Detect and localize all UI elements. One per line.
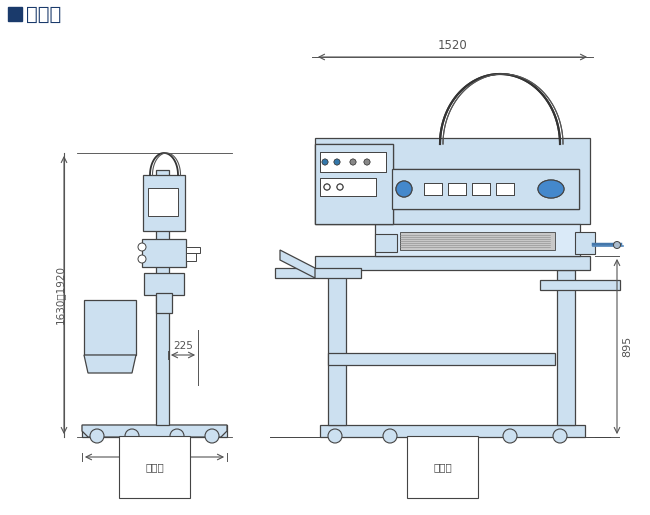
- Circle shape: [170, 429, 184, 443]
- Bar: [275, 268, 361, 278]
- Text: 正面図: 正面図: [433, 462, 452, 472]
- Bar: [496, 183, 514, 195]
- Bar: [375, 224, 580, 256]
- Bar: [320, 178, 376, 196]
- Polygon shape: [280, 250, 315, 278]
- Circle shape: [396, 181, 412, 197]
- Circle shape: [350, 159, 356, 165]
- Bar: [315, 144, 393, 184]
- Bar: [186, 247, 200, 253]
- Bar: [156, 170, 169, 425]
- Text: 側面図: 側面図: [145, 462, 164, 472]
- Bar: [320, 425, 585, 437]
- Bar: [320, 178, 376, 196]
- Text: 寸法図: 寸法図: [26, 5, 61, 24]
- Bar: [472, 183, 490, 195]
- Circle shape: [322, 159, 328, 165]
- Bar: [186, 253, 196, 261]
- Bar: [472, 183, 490, 195]
- Bar: [328, 270, 346, 425]
- Circle shape: [138, 255, 146, 263]
- Circle shape: [125, 429, 139, 443]
- Circle shape: [383, 429, 397, 443]
- Text: 1630～1920: 1630～1920: [55, 266, 65, 324]
- Bar: [320, 152, 386, 172]
- Circle shape: [364, 159, 370, 165]
- Bar: [315, 144, 393, 224]
- Bar: [82, 425, 227, 437]
- Ellipse shape: [538, 180, 564, 198]
- Polygon shape: [84, 355, 136, 373]
- Text: 700: 700: [144, 442, 165, 452]
- Bar: [143, 175, 185, 231]
- Circle shape: [324, 184, 330, 190]
- Bar: [424, 183, 442, 195]
- Text: 895: 895: [622, 336, 632, 357]
- Circle shape: [205, 429, 219, 443]
- Bar: [8, 7, 22, 21]
- Circle shape: [90, 429, 104, 443]
- Bar: [400, 232, 555, 250]
- Circle shape: [553, 429, 567, 443]
- Bar: [315, 144, 393, 224]
- Bar: [375, 234, 397, 252]
- Bar: [148, 188, 178, 216]
- Circle shape: [364, 159, 370, 165]
- Circle shape: [334, 159, 340, 165]
- Circle shape: [350, 159, 356, 165]
- Polygon shape: [82, 425, 227, 437]
- Bar: [156, 293, 172, 313]
- Bar: [540, 280, 620, 290]
- Circle shape: [334, 159, 340, 165]
- Circle shape: [503, 429, 517, 443]
- Ellipse shape: [538, 180, 564, 198]
- Text: 1520: 1520: [437, 39, 467, 52]
- Bar: [392, 169, 579, 209]
- Bar: [142, 239, 186, 267]
- Bar: [328, 353, 555, 365]
- Bar: [557, 270, 575, 425]
- Circle shape: [614, 242, 621, 249]
- Circle shape: [138, 243, 146, 251]
- Circle shape: [396, 181, 412, 197]
- Bar: [84, 300, 136, 355]
- Circle shape: [337, 184, 343, 190]
- Bar: [575, 232, 595, 254]
- Circle shape: [324, 184, 330, 190]
- Bar: [315, 256, 590, 270]
- Bar: [496, 183, 514, 195]
- Bar: [144, 273, 184, 295]
- Bar: [448, 183, 466, 195]
- Circle shape: [322, 159, 328, 165]
- Text: 225: 225: [173, 341, 193, 351]
- Bar: [315, 138, 590, 224]
- Circle shape: [328, 429, 342, 443]
- Circle shape: [337, 184, 343, 190]
- Bar: [448, 183, 466, 195]
- Bar: [424, 183, 442, 195]
- Bar: [392, 169, 579, 209]
- Bar: [320, 152, 386, 172]
